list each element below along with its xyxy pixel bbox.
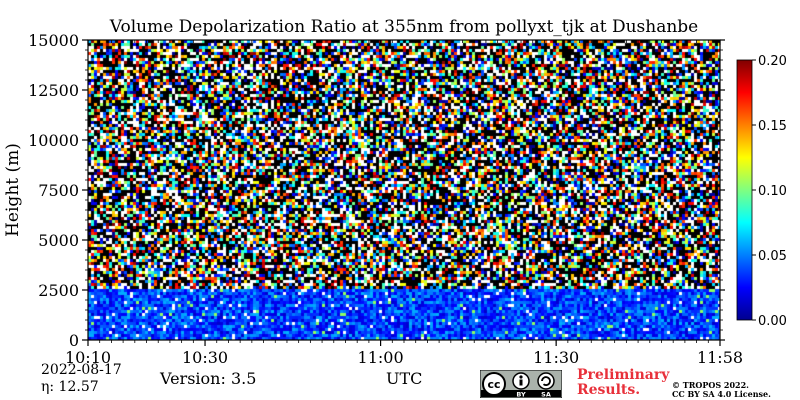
y-tick-label: 10000 xyxy=(28,131,79,150)
version-label: Version: 3.5 xyxy=(160,369,257,388)
heatmap-area xyxy=(88,40,720,340)
y-tick-label: 2500 xyxy=(38,281,79,300)
y-tick-label: 5000 xyxy=(38,231,79,250)
y-tick-label: 12500 xyxy=(28,81,79,100)
x-tick-label: 10:10 xyxy=(65,348,111,367)
heatmap-image xyxy=(88,40,720,340)
x-axis: 10:10 10:30 11:00 11:30 11:58 xyxy=(65,40,743,367)
x-tick-label: 11:00 xyxy=(358,348,404,367)
colorbar-tick-label: 0.00 xyxy=(758,314,787,329)
sa-icon xyxy=(541,376,551,386)
copyright-note: © TROPOS 2022. CC BY SA 4.0 License. xyxy=(672,381,798,399)
preliminary-note: Preliminary Results. xyxy=(577,367,670,398)
copyright-line-2: CC BY SA 4.0 License. xyxy=(672,389,771,399)
colorbar-tick-label: 0.05 xyxy=(758,249,787,264)
y-axis-label: Height (m) xyxy=(3,143,23,237)
cc-license-badge: cc BY SA xyxy=(480,370,562,398)
colorbar-axis: 0.00 0.05 0.10 0.15 0.20 xyxy=(752,54,787,329)
by-label: BY xyxy=(516,391,526,399)
sa-label: SA xyxy=(541,391,551,399)
chart-title: Volume Depolarization Ratio at 355nm fro… xyxy=(109,17,698,37)
colorbar-tick-label: 0.20 xyxy=(758,54,787,69)
cc-icon: cc xyxy=(487,378,500,391)
x-tick-label: 11:58 xyxy=(697,348,743,367)
x-axis-label: UTC xyxy=(386,369,423,388)
copyright-line-1: © TROPOS 2022. xyxy=(672,380,749,390)
by-icon xyxy=(519,375,523,379)
y-axis: 0 2500 5000 7500 10000 12500 15000 xyxy=(28,31,725,350)
date-label: 2022-08-17 xyxy=(41,362,122,378)
eta-label: η: 12.57 xyxy=(41,379,99,395)
y-tick-label: 15000 xyxy=(28,31,79,50)
y-tick-label: 7500 xyxy=(38,181,79,200)
colorbar-tick-label: 0.10 xyxy=(758,184,787,199)
colorbar-tick-label: 0.15 xyxy=(758,119,787,134)
x-tick-label: 11:30 xyxy=(533,348,579,367)
y-tick-label: 0 xyxy=(69,331,79,350)
colorbar xyxy=(736,59,753,321)
x-tick-label: 10:30 xyxy=(182,348,228,367)
